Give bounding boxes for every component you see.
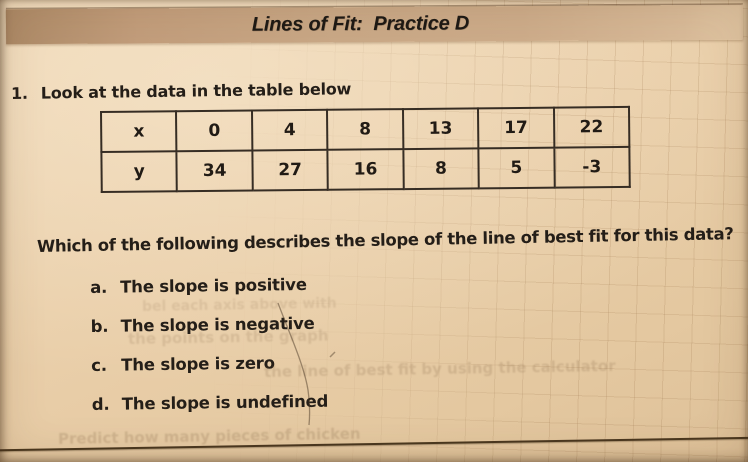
y-value: 8: [403, 148, 479, 190]
option-c-letter: c.: [91, 355, 108, 375]
option-a-text: The slope is positive: [120, 274, 307, 297]
option-d-text: The slope is undefined: [121, 391, 329, 414]
option-b-letter: b.: [90, 316, 109, 336]
question-number: 1.: [10, 83, 28, 103]
x-value: 0: [176, 110, 253, 152]
question-sub-prompt: Which of the following describes the slo…: [36, 224, 734, 256]
option-a-letter: a.: [90, 277, 108, 297]
row-label-x: x: [101, 111, 177, 152]
y-value: 34: [176, 150, 253, 192]
table-row-y: y 34 27 16 8 5 -3: [101, 146, 630, 192]
answer-options: a. The slope is positive b. The slope is…: [90, 274, 328, 415]
question-prompt: Look at the data in the table below: [40, 79, 352, 103]
option-a: a. The slope is positive: [90, 274, 327, 298]
page-title: Lines of Fit: Practice D: [251, 12, 470, 36]
option-b-text: The slope is negative: [120, 313, 315, 336]
x-value: 8: [327, 109, 404, 150]
data-table: x 0 4 8 13 17 22 y 34 27 16 8 5 -3: [100, 106, 631, 193]
y-value: 27: [252, 149, 329, 191]
question-prompt-line: 1. Look at the data in the table below: [11, 79, 351, 103]
y-value: -3: [553, 146, 630, 188]
y-value: 5: [478, 147, 555, 189]
y-value: 16: [327, 149, 404, 190]
x-value: 13: [402, 108, 479, 150]
x-value: 22: [553, 106, 630, 148]
table-row-x: x 0 4 8 13 17 22: [101, 106, 630, 152]
option-b: b. The slope is negative: [91, 313, 328, 337]
option-c: c. The slope is zero: [91, 352, 328, 376]
option-d: d. The slope is undefined: [92, 391, 329, 415]
title-bar: Lines of Fit: Practice D: [5, 4, 744, 45]
bottom-divider-line: [0, 436, 748, 452]
row-label-y: y: [101, 151, 178, 192]
option-c-text: The slope is zero: [121, 353, 275, 375]
x-value: 17: [478, 107, 554, 149]
x-value: 4: [251, 109, 328, 151]
option-d-letter: d.: [91, 394, 110, 414]
